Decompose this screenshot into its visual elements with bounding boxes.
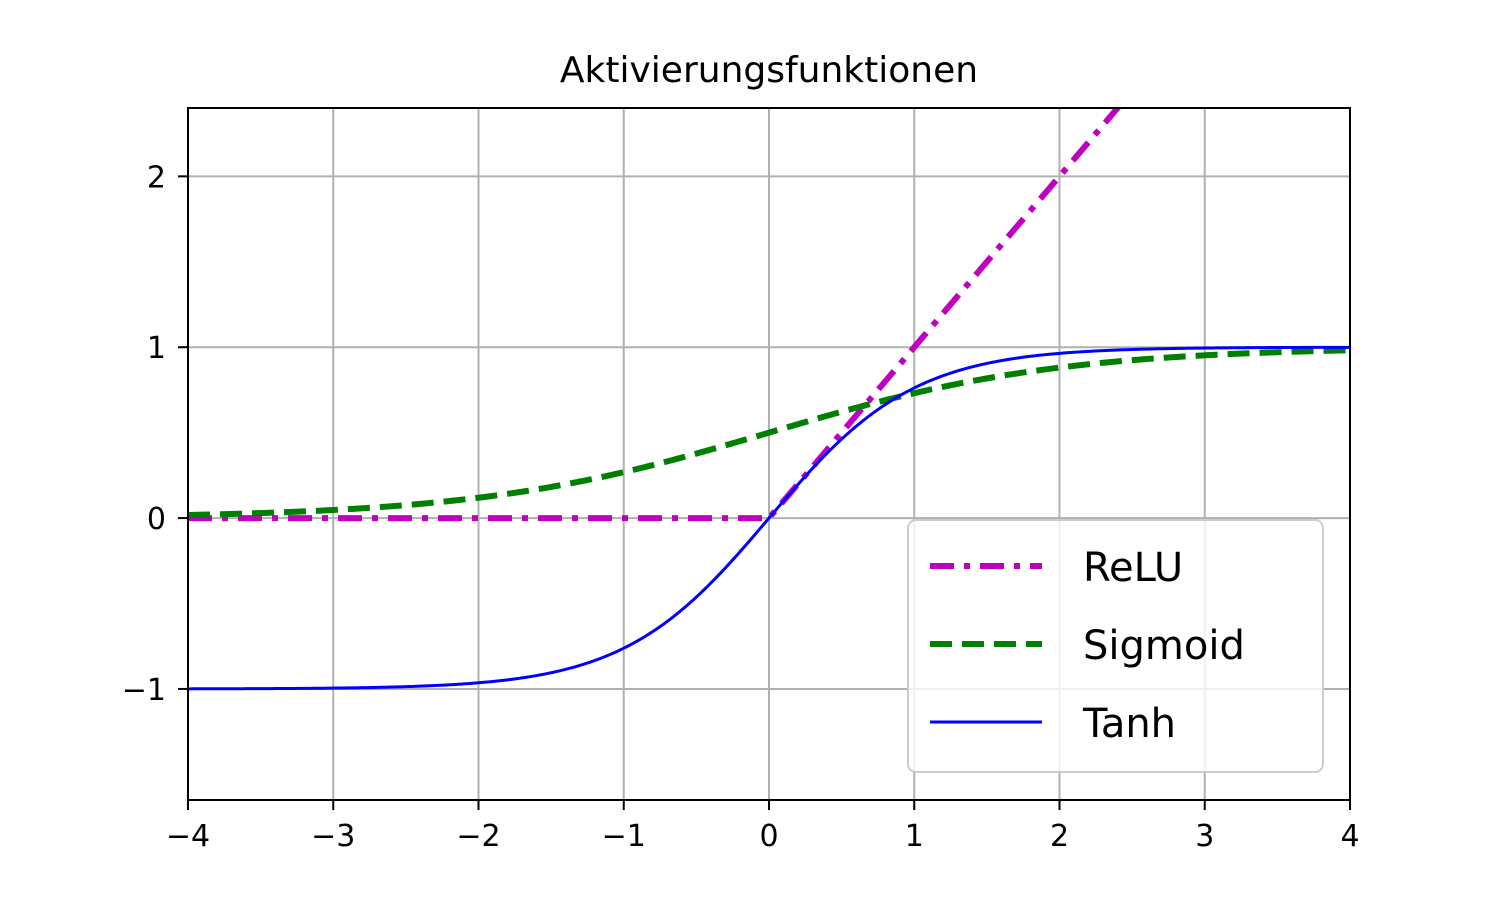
series-layer xyxy=(188,108,1350,691)
legend-label-relu: ReLU xyxy=(1083,545,1183,591)
x-tick-label: 4 xyxy=(1340,819,1359,854)
x-tick-label: −4 xyxy=(166,819,210,854)
legend-box xyxy=(907,519,1324,773)
axes: −4 −3 −2 −1 0 1 2 3 4 −1 0 1 2 xyxy=(122,160,1360,854)
series-line-sigmoid xyxy=(188,347,1350,518)
x-tick-label: 1 xyxy=(905,819,924,854)
x-tick-label: 2 xyxy=(1050,819,1069,854)
legend-label-tanh: Tanh xyxy=(1082,701,1176,747)
y-tick-label: 2 xyxy=(147,160,166,195)
legend: ReLU Sigmoid Tanh xyxy=(907,519,1324,773)
x-tick-label: 3 xyxy=(1195,819,1214,854)
y-tick-label: 1 xyxy=(147,331,166,366)
x-tick-label: −3 xyxy=(311,819,355,854)
series-line-tanh xyxy=(188,345,1350,691)
chart-title: Aktivierungsfunktionen xyxy=(560,50,978,91)
x-tick-label: −1 xyxy=(602,819,646,854)
y-tick-label: 0 xyxy=(147,502,166,537)
legend-label-sigmoid: Sigmoid xyxy=(1083,623,1245,669)
y-tick-label: −1 xyxy=(122,673,166,708)
x-tick-label: 0 xyxy=(759,819,778,854)
x-tick-label: −2 xyxy=(456,819,500,854)
